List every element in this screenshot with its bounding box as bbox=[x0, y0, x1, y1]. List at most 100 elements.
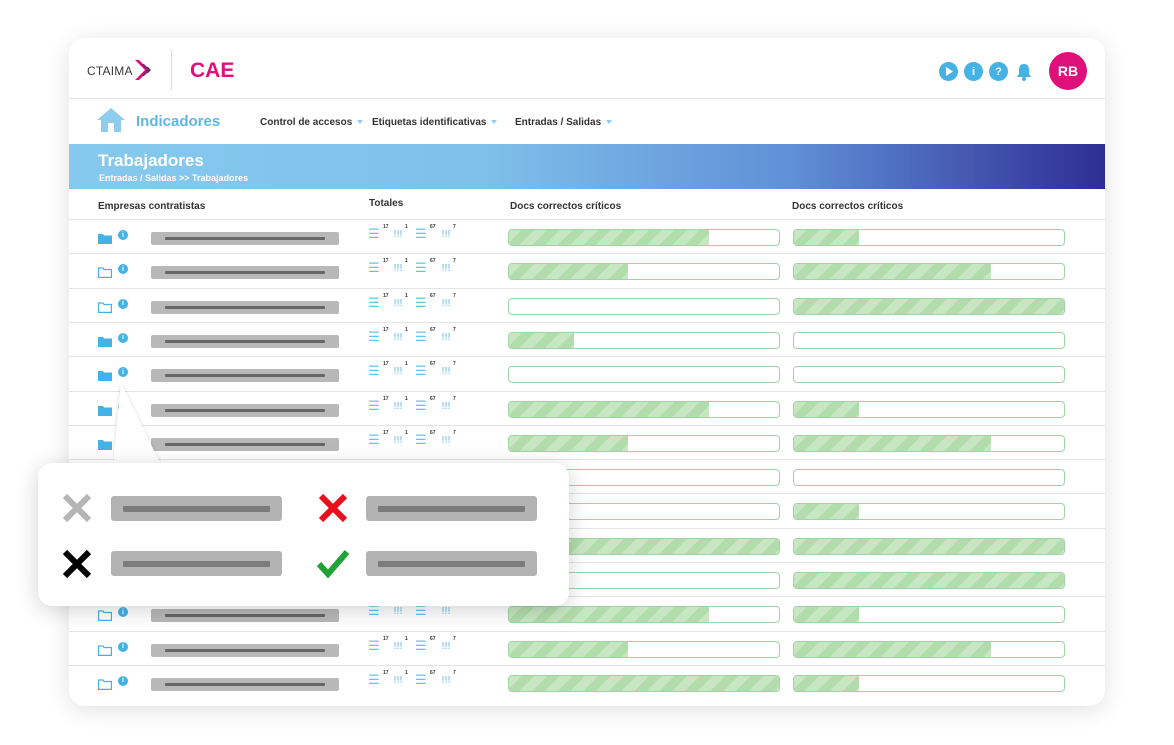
total-count: 7 bbox=[453, 224, 456, 230]
docs-progress-bar bbox=[508, 400, 780, 418]
docs-progress-bar bbox=[508, 366, 780, 384]
info-icon[interactable]: i bbox=[118, 298, 128, 309]
docs-progress-fill bbox=[509, 675, 779, 691]
bell-icon[interactable] bbox=[1014, 62, 1033, 81]
list-icon: ☰ bbox=[368, 604, 380, 620]
totals-cell: ☰17!!!1☰67!!!7 bbox=[368, 293, 464, 311]
info-icon[interactable]: i bbox=[118, 675, 128, 686]
info-icon[interactable]: i bbox=[118, 332, 128, 343]
home-icon[interactable] bbox=[96, 107, 126, 133]
info-icon[interactable]: i bbox=[118, 641, 128, 652]
docs-progress-bar bbox=[793, 674, 1065, 692]
folder-icon[interactable] bbox=[98, 437, 112, 450]
docs-progress-bar bbox=[793, 503, 1065, 521]
nav-title[interactable]: Indicadores bbox=[136, 113, 221, 130]
table-row[interactable]: i ☰17!!!1☰67!!!7 bbox=[69, 287, 1105, 323]
table-row[interactable]: i☰17!!!1☰67!!!7 bbox=[69, 424, 1105, 460]
folder-outline-icon[interactable] bbox=[98, 677, 112, 690]
docs-progress-fill bbox=[509, 401, 709, 417]
docs-progress-fill bbox=[794, 298, 1064, 314]
info-icon[interactable]: i bbox=[964, 62, 983, 81]
folder-outline-icon[interactable] bbox=[98, 300, 112, 313]
total-count: 67 bbox=[430, 326, 436, 333]
company-name-placeholder bbox=[151, 334, 339, 348]
help-icon[interactable]: ? bbox=[989, 62, 1008, 81]
table-row[interactable]: i☰17!!!1☰67!!!7 bbox=[69, 390, 1105, 426]
alert-icon: !!! bbox=[441, 640, 451, 652]
total-count: 1 bbox=[405, 669, 408, 676]
list-icon: ☰ bbox=[368, 364, 380, 380]
total-count: 17 bbox=[383, 224, 389, 230]
menu-entradas-salidas[interactable]: Entradas / Salidas bbox=[515, 117, 613, 128]
total-count: 67 bbox=[430, 361, 436, 368]
alert-icon: !!! bbox=[393, 263, 403, 275]
total-count: 1 bbox=[405, 395, 408, 402]
play-icon[interactable] bbox=[939, 62, 958, 81]
breadcrumb[interactable]: Entradas / Salidas >> Trabajadores bbox=[99, 173, 249, 183]
alert-icon: !!! bbox=[393, 229, 403, 240]
list-icon: ☰ bbox=[368, 329, 380, 345]
info-icon[interactable]: i bbox=[118, 230, 128, 240]
docs-progress-bar bbox=[793, 400, 1065, 418]
docs-progress-bar bbox=[793, 434, 1065, 452]
info-icon[interactable]: i bbox=[118, 367, 128, 378]
table-row[interactable]: i☰17!!!1☰67!!!7 bbox=[69, 253, 1105, 288]
total-count: 17 bbox=[383, 429, 389, 436]
total-count: 7 bbox=[453, 361, 456, 368]
docs-progress-fill bbox=[794, 538, 1064, 554]
list-icon: ☰ bbox=[415, 432, 427, 448]
total-count: 1 bbox=[405, 258, 408, 265]
company-logo[interactable]: CTAIMA bbox=[87, 64, 133, 78]
alert-icon: !!! bbox=[441, 674, 451, 686]
table-row[interactable]: i☰17!!!1☰67!!!7 bbox=[69, 596, 1105, 631]
menu-control-accesos[interactable]: Control de accesos bbox=[260, 117, 364, 128]
docs-progress-bar bbox=[793, 331, 1065, 349]
menu-etiquetas[interactable]: Etiquetas identificativas bbox=[372, 117, 498, 128]
total-count: 7 bbox=[453, 669, 456, 676]
user-avatar[interactable]: RB bbox=[1049, 52, 1087, 90]
chevron-down-icon bbox=[491, 120, 498, 124]
info-icon[interactable]: i bbox=[118, 264, 128, 275]
table-row[interactable]: i☰17!!!1☰67!!!7 bbox=[69, 664, 1105, 700]
list-icon: ☰ bbox=[368, 638, 380, 654]
green-check-icon bbox=[316, 550, 350, 579]
company-name-placeholder bbox=[151, 369, 339, 383]
legend-label-bar bbox=[111, 551, 282, 576]
folder-outline-icon[interactable] bbox=[98, 265, 112, 279]
total-count: 7 bbox=[453, 429, 456, 436]
total-count: 17 bbox=[383, 669, 389, 676]
folder-icon[interactable] bbox=[98, 368, 112, 382]
total-count: 67 bbox=[430, 258, 436, 265]
total-count: 67 bbox=[430, 669, 436, 676]
list-icon: ☰ bbox=[368, 295, 380, 311]
folder-outline-icon[interactable] bbox=[98, 608, 112, 622]
total-count: 1 bbox=[405, 224, 408, 230]
gray-x-icon bbox=[62, 493, 92, 523]
table-row[interactable]: i☰17!!!1☰67!!!7 bbox=[69, 356, 1105, 391]
alert-icon: !!! bbox=[441, 366, 451, 378]
folder-icon[interactable] bbox=[98, 231, 112, 244]
list-icon: ☰ bbox=[415, 604, 427, 620]
alert-icon: !!! bbox=[441, 263, 451, 275]
docs-progress-bar bbox=[508, 263, 780, 281]
folder-icon[interactable] bbox=[98, 403, 112, 416]
table-row[interactable]: i☰17!!!1☰67!!!7 bbox=[69, 321, 1105, 357]
info-icon[interactable]: i bbox=[118, 607, 128, 618]
folder-icon[interactable] bbox=[98, 334, 112, 347]
total-count: 1 bbox=[405, 429, 408, 436]
docs-progress-bar bbox=[793, 606, 1065, 624]
docs-progress-fill bbox=[509, 264, 628, 280]
total-count: 1 bbox=[405, 361, 408, 368]
alert-icon: !!! bbox=[393, 366, 403, 378]
list-icon: ☰ bbox=[415, 227, 427, 242]
docs-progress-fill bbox=[509, 435, 628, 451]
total-count: 17 bbox=[383, 258, 389, 265]
docs-progress-bar bbox=[508, 297, 780, 315]
table-row[interactable]: i☰17!!!1☰67!!!7 bbox=[69, 630, 1105, 666]
company-name-placeholder bbox=[151, 677, 339, 691]
docs-progress-bar bbox=[793, 297, 1065, 315]
alert-icon: !!! bbox=[441, 434, 451, 446]
table-row[interactable]: i☰17!!!1☰67!!!7 bbox=[69, 219, 1105, 254]
folder-outline-icon[interactable] bbox=[98, 643, 112, 656]
total-count: 1 bbox=[405, 326, 408, 333]
